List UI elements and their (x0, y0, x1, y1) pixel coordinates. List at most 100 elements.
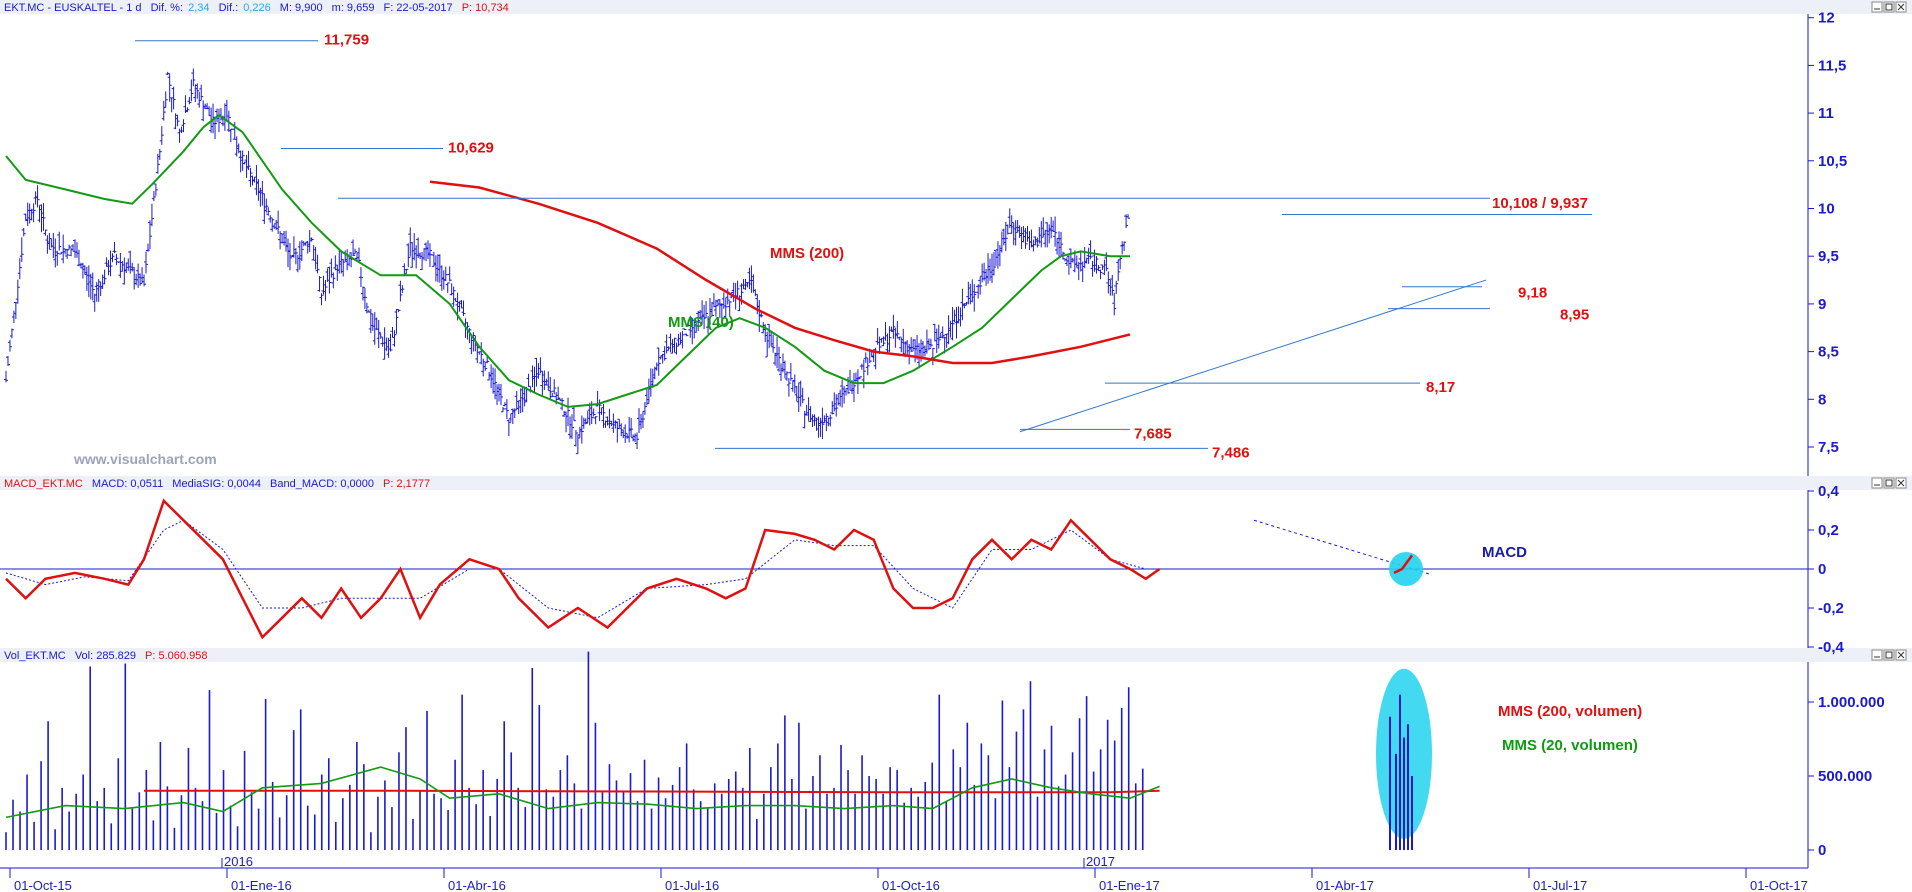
price-bar (566, 397, 571, 427)
price-bar (999, 231, 1004, 253)
price-bar (662, 346, 667, 361)
price-bar (47, 232, 52, 250)
price-bar (368, 309, 373, 334)
price-bar (380, 337, 385, 347)
price-bar (149, 203, 154, 227)
price-bar (1080, 261, 1085, 283)
volume-minimize-button[interactable] (1871, 649, 1883, 661)
price-bar (449, 283, 454, 296)
price-bar (1068, 248, 1073, 269)
price-bar (116, 261, 121, 263)
macd-minimize-button[interactable] (1871, 477, 1883, 489)
price-bar (74, 242, 79, 258)
price-bar (285, 238, 290, 268)
price-bar (704, 301, 709, 319)
price-bar (556, 386, 561, 401)
price-bar (709, 301, 714, 317)
price-bar (893, 327, 898, 348)
level-label: 8,95 (1560, 307, 1589, 324)
price-bar (171, 86, 176, 110)
price-bar (384, 337, 389, 352)
price-bar (45, 235, 50, 254)
price-bar (112, 241, 117, 254)
time-tick-label: 01-Ene-17 (1099, 878, 1160, 892)
price-bar (19, 237, 24, 262)
price-bar (295, 254, 300, 273)
price-bar (790, 380, 795, 392)
price-bar (536, 363, 541, 379)
price-bar (246, 150, 251, 171)
level-label: 8,17 (1426, 379, 1455, 396)
price-bar (418, 252, 423, 259)
price-bar (410, 241, 415, 268)
price-bar (1005, 224, 1010, 235)
price-bar (587, 402, 592, 426)
price-bar (938, 333, 943, 339)
price-bar (319, 293, 324, 306)
level-label: 7,486 (1212, 444, 1250, 461)
price-ytick-label: 11 (1818, 105, 1834, 122)
price-bar (431, 251, 436, 267)
price-bar (169, 97, 174, 113)
price-bar (930, 348, 935, 366)
price-bar (901, 328, 906, 355)
price-bar (13, 301, 18, 319)
price-bar (640, 411, 645, 428)
price-bar (806, 397, 811, 421)
price-bar (110, 253, 115, 263)
price-bar (1088, 240, 1093, 260)
time-tick-label: 01-Oct-17 (1750, 878, 1808, 892)
price-bar (228, 128, 233, 143)
price-bar (293, 248, 298, 265)
macd-maximize-button[interactable] (1883, 477, 1895, 489)
price-header-symbol: EKT.MC - EUSKALTEL - 1 d (4, 2, 142, 14)
price-bar (617, 418, 622, 429)
price-bar (548, 376, 553, 400)
price-bar (830, 401, 835, 415)
price-bar (426, 240, 431, 260)
price-ytick-label: 9 (1818, 296, 1826, 313)
price-bar (625, 434, 630, 439)
price-bar (800, 387, 805, 404)
price-bar (684, 333, 689, 337)
price-bar (161, 100, 166, 121)
price-bar (990, 253, 994, 283)
price-bar (493, 368, 498, 400)
price-bar (1007, 208, 1012, 228)
price-close-icon (1897, 3, 1905, 11)
price-bar (179, 126, 184, 134)
trend-line (1019, 279, 1487, 433)
price-bar (404, 268, 409, 274)
price-bar (461, 300, 466, 316)
volume-maximize-icon (1885, 651, 1893, 659)
price-bar (920, 341, 925, 357)
price-bar (674, 342, 679, 355)
price-bar (248, 168, 253, 187)
price-bar (859, 363, 864, 370)
volume-panel-controls (1871, 649, 1907, 661)
price-bar (86, 265, 91, 298)
price-maximize-button[interactable] (1883, 1, 1895, 13)
price-bar (63, 248, 68, 255)
price-bar (1108, 279, 1113, 296)
price-bar (986, 253, 991, 284)
mms40-line (5, 113, 1130, 408)
macd-ytick-label: -0,4 (1818, 639, 1845, 656)
price-bar (17, 258, 22, 280)
price-bar (341, 258, 346, 277)
price-bar (1094, 256, 1099, 274)
price-bar (495, 384, 500, 405)
price-bar (37, 205, 42, 223)
price-bar (879, 337, 884, 343)
price-bar (481, 358, 486, 377)
price-bar (98, 281, 103, 297)
volume-maximize-button[interactable] (1883, 649, 1895, 661)
price-bar (615, 421, 620, 443)
price-bar (327, 266, 332, 294)
price-bar (798, 380, 803, 407)
price-bar (567, 416, 572, 439)
level-label: 10,629 (448, 139, 494, 156)
price-minimize-button[interactable] (1871, 1, 1883, 13)
price-bar (1112, 292, 1117, 316)
price-bar (966, 281, 971, 305)
